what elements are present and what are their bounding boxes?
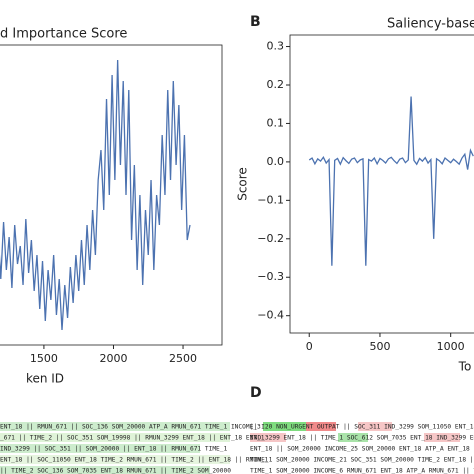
x-tick-label: 500: [369, 340, 390, 353]
token-line: IND_3299 ENT_18 || TIME_1 SOC_612 SOM_70…: [250, 435, 474, 442]
data-line: [0, 59, 191, 331]
token-line: TIME_1 SOM_20000 INCOME_21 SOC_351 SOM_2…: [250, 457, 474, 464]
y-tick-label: 0.1: [267, 116, 285, 129]
token-line: IND_3299 || SOC_351 || SOM_20000 || ENT_…: [0, 446, 228, 453]
y-tick-label: 0.0: [267, 155, 285, 168]
chart-title: Saliency-base: [387, 17, 474, 32]
x-tick-label: 2000: [99, 352, 127, 365]
panel-label: B: [250, 14, 261, 30]
y-tick-label: −0.1: [257, 193, 284, 206]
panel-c-highlights: [0, 422, 230, 474]
panel-d-highlights: [250, 422, 460, 442]
token-line: || TIME_2 SOC_136 SOM_7035 ENT_18 RMUN_6…: [0, 468, 231, 474]
y-tick-label: −0.2: [257, 232, 284, 245]
x-axis-label: To: [458, 360, 472, 374]
y-tick-label: 0.3: [267, 40, 285, 53]
token-line: || I20 NON_URGENT OUTPAT || SOC_311 IND_…: [250, 424, 474, 431]
panel-label: D: [250, 385, 262, 401]
token-line: TIME_1 SOM_20000 INCOME_6 RMUN_671 ENT_1…: [250, 468, 474, 474]
y-tick-label: −0.4: [257, 309, 284, 322]
token-line: _671 || TIME_2 || SOC_351 SOM_19998 || R…: [0, 435, 265, 442]
x-tick-label: 0: [306, 340, 313, 353]
x-axis-label: ken ID: [26, 372, 64, 386]
x-tick-label: 2500: [169, 352, 197, 365]
y-axis-label: Score: [236, 167, 250, 201]
data-line: [308, 96, 474, 266]
token-line: ENT_18 || RMUN_671 || SOC_136 SOM_20000 …: [0, 424, 261, 431]
token-line: ENT_18 || SOC_11050 ENT_18 TIME_2 RMUN_6…: [0, 457, 268, 464]
x-tick-label: 1500: [30, 352, 58, 365]
plot-frame: [0, 44, 223, 346]
plot-frame: [289, 34, 474, 334]
x-tick-label: 1000: [437, 340, 465, 353]
token-line: ENT_18 || SOM_20000 INCOME_25 SOM_20000 …: [250, 446, 474, 453]
chart-title: d Importance Score: [0, 27, 127, 42]
y-tick-label: 0.2: [267, 78, 285, 91]
y-tick-label: −0.3: [257, 270, 284, 283]
